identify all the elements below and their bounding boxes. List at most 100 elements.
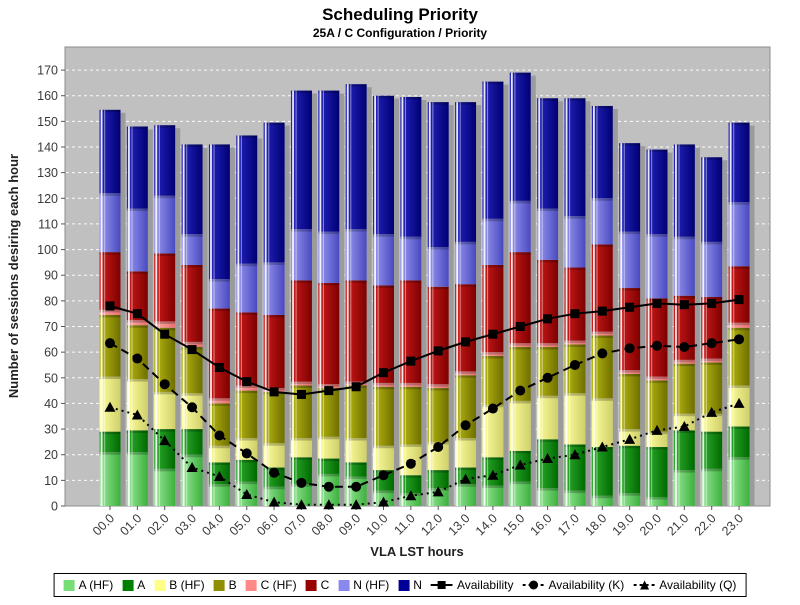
bar-segment-cap	[701, 157, 723, 160]
x-tick-label: 19.0	[610, 511, 637, 538]
circle-marker	[487, 403, 498, 414]
bar-segment	[373, 386, 394, 446]
bar-shadow	[448, 105, 454, 506]
bar-segment-cap	[591, 198, 613, 201]
legend-item: C (HF)	[245, 578, 297, 592]
bar-segment-cap	[591, 495, 613, 499]
bar-shadow	[339, 93, 345, 507]
legend-swatch	[213, 579, 225, 591]
bar-segment-cap	[728, 322, 750, 326]
bar-segment	[345, 438, 367, 463]
bar-segment	[646, 234, 668, 299]
bar-segment-cap	[290, 280, 312, 283]
bar-highlight	[702, 157, 705, 506]
bar-segment	[181, 234, 203, 265]
bar-highlight	[404, 97, 407, 506]
bar-segment-cap	[208, 462, 230, 465]
bar-segment	[646, 497, 668, 506]
triangle-marker	[405, 490, 417, 501]
bar-segment	[701, 362, 723, 414]
bar-segment-cap	[537, 395, 559, 399]
bar-highlight	[182, 144, 185, 506]
square-marker	[707, 298, 717, 308]
bar-segment	[646, 298, 668, 377]
bar-segment	[673, 363, 695, 414]
bar-highlight	[104, 109, 106, 506]
y-axis-label: Number of sessions desiring each hour	[6, 154, 21, 398]
bar-segment	[646, 431, 668, 448]
bar-segment-cap	[345, 462, 367, 465]
bar-shadow	[503, 84, 509, 507]
bar-segment	[564, 98, 586, 217]
bar-highlight	[401, 97, 404, 506]
circle-marker	[597, 348, 608, 359]
bar-segment	[236, 459, 258, 482]
bar-segment-cap	[373, 234, 394, 237]
bar-segment-cap	[400, 236, 422, 240]
bar-segment	[455, 484, 477, 506]
legend-label: Availability	[456, 578, 514, 592]
bar-segment	[290, 484, 312, 506]
circle-marker	[433, 442, 444, 453]
circle-marker	[132, 353, 143, 364]
bar-segment	[126, 271, 148, 321]
legend-swatch	[154, 579, 166, 591]
chart-subtitle: 25A / C Configuration / Priority	[313, 26, 488, 40]
bar-segment-cap	[564, 216, 586, 219]
bar-segment	[373, 445, 394, 471]
square-marker	[433, 346, 443, 356]
bar-segment-cap	[701, 431, 723, 435]
x-tick-label: 21.0	[664, 511, 691, 538]
bar-shadow	[640, 146, 646, 506]
y-tick-label: 70	[44, 320, 58, 334]
bar-segment	[482, 81, 504, 219]
legend-item: B	[213, 578, 237, 592]
bar-segment	[345, 280, 367, 382]
legend-item: N (HF)	[338, 578, 389, 592]
bar-segment	[619, 231, 641, 289]
bar-segment-cap	[482, 355, 504, 359]
bar-segment	[318, 282, 340, 385]
bar-segment	[99, 193, 121, 253]
triangle-marker	[432, 486, 444, 497]
bar-segment	[591, 244, 613, 332]
bar-segment	[537, 98, 559, 209]
bar-segment	[400, 280, 422, 383]
bar-highlight	[510, 72, 513, 506]
y-tick-label: 80	[44, 294, 58, 308]
triangle-marker	[460, 473, 472, 484]
bar-highlight	[647, 149, 650, 507]
bar-segment	[537, 259, 559, 344]
bar-segment-cap	[263, 314, 285, 318]
x-tick-label: 04.0	[199, 511, 226, 538]
triangle-marker	[678, 421, 690, 432]
triangle-marker	[104, 401, 116, 412]
bar-segment-cap	[208, 308, 230, 312]
circle-marker	[269, 467, 280, 478]
bar-segment	[345, 84, 367, 230]
triangle-marker	[131, 409, 143, 420]
bar-segment	[290, 385, 312, 439]
bar-segment-cap	[537, 98, 559, 101]
circle-marker	[323, 481, 334, 492]
legend-swatch	[398, 579, 410, 591]
bar-segment	[263, 122, 285, 263]
bar-segment-cap	[537, 488, 559, 491]
bar-segment	[154, 195, 176, 254]
bar-segment-cap	[181, 264, 203, 268]
bar-shadow	[722, 160, 728, 506]
bar-segment	[673, 295, 695, 360]
y-tick-label: 10	[44, 474, 58, 488]
bar-highlight	[541, 98, 543, 507]
bar-highlight	[237, 135, 240, 506]
legend: A (HF) A B (HF) B C (HF) C N (HF) N Availability…	[53, 573, 747, 597]
bar-segment	[373, 95, 394, 235]
x-tick-label: 23.0	[719, 511, 746, 538]
bar-segment-cap	[318, 231, 340, 235]
bar-segment-cap	[564, 344, 586, 347]
square-marker	[734, 295, 744, 305]
bar-segment	[646, 376, 668, 381]
bar-segment-cap	[673, 470, 695, 473]
bar-segment-cap	[181, 234, 203, 237]
x-tick-label: 03.0	[172, 511, 199, 538]
